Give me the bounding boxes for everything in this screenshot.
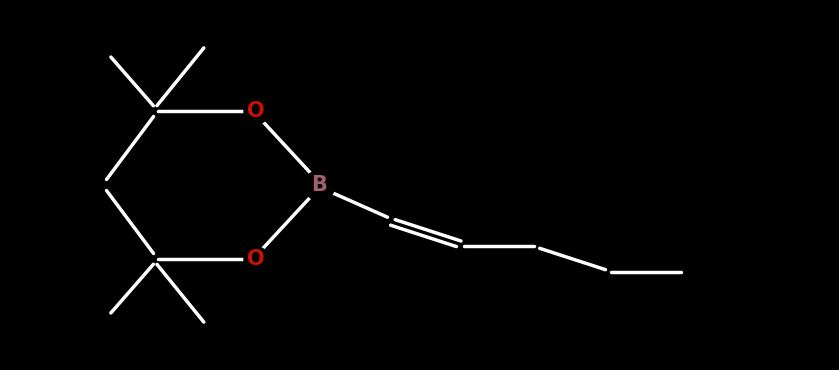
Text: O: O — [247, 249, 265, 269]
Text: B: B — [311, 175, 326, 195]
Text: O: O — [247, 101, 265, 121]
